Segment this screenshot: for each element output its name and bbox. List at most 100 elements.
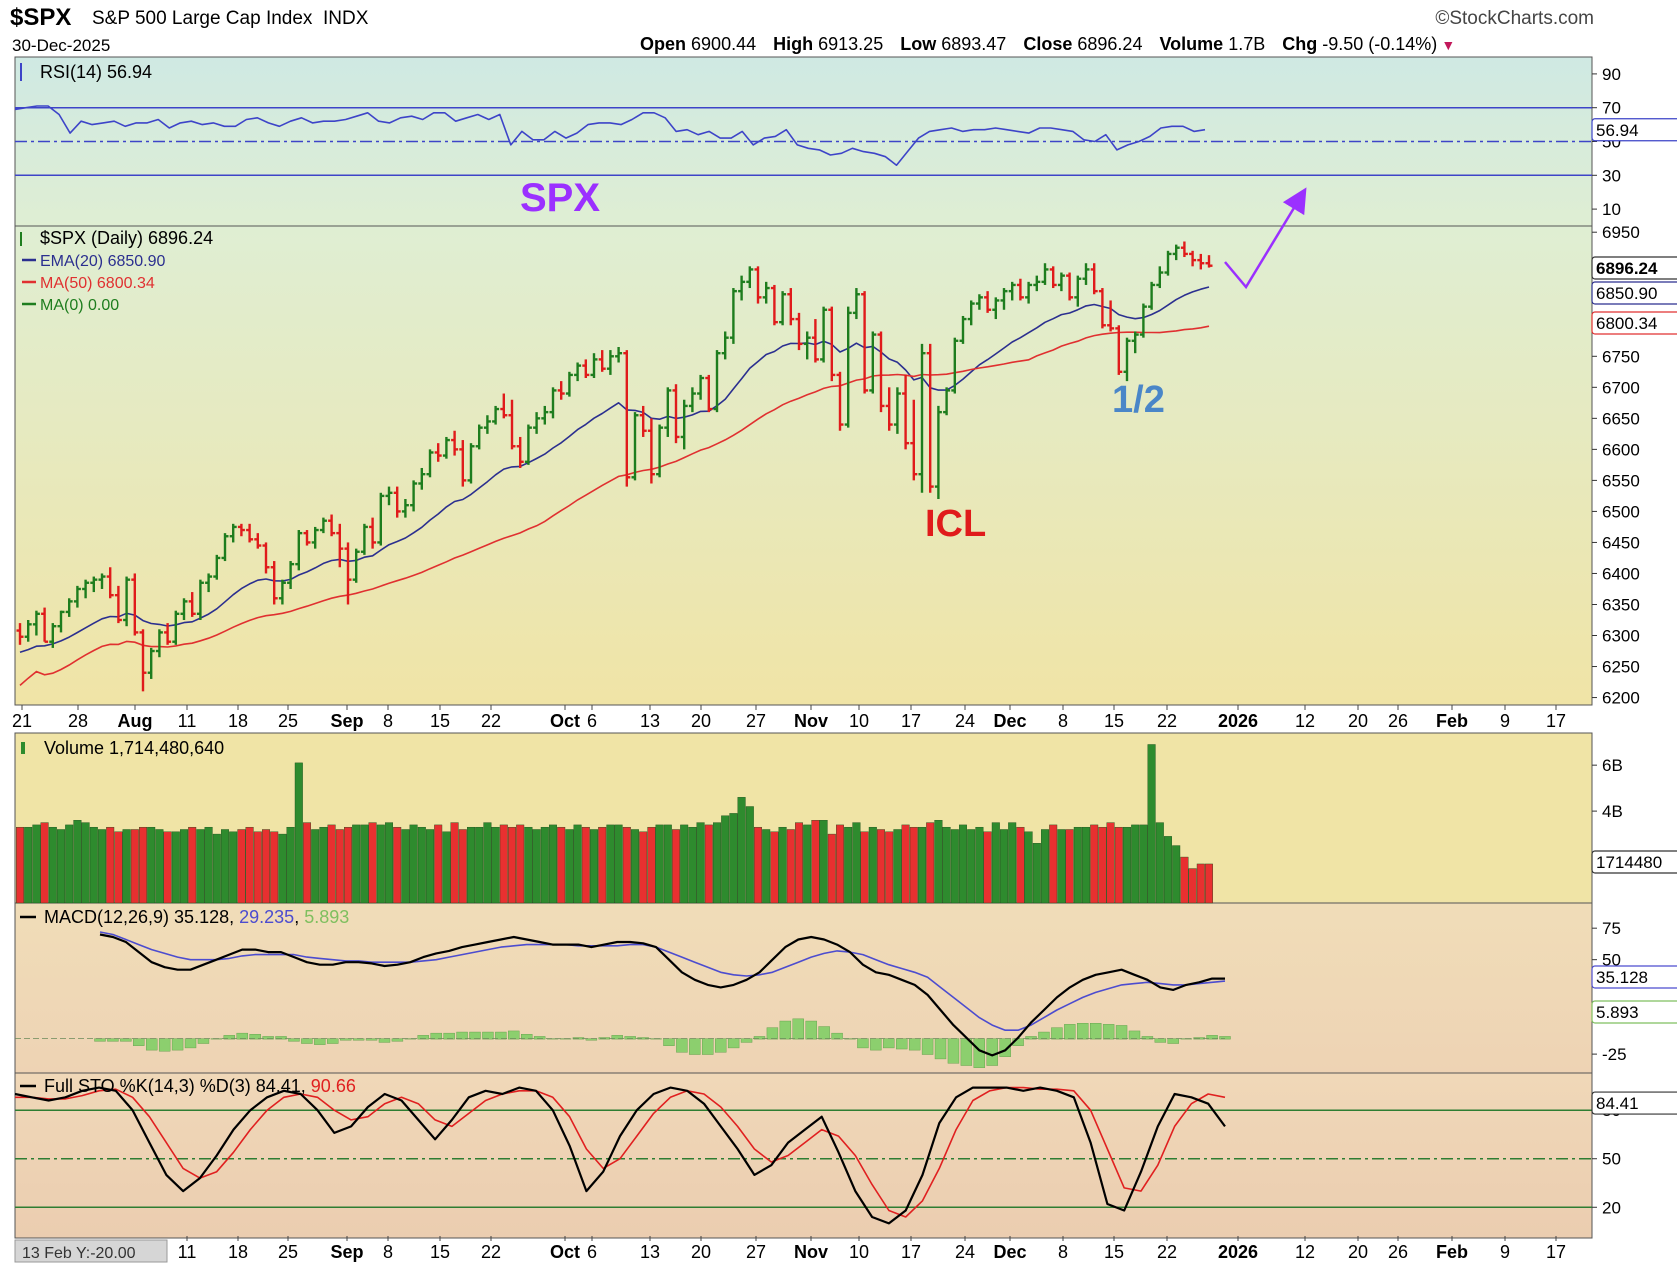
volume-bar bbox=[245, 826, 254, 904]
macd-histogram-bar bbox=[1077, 1023, 1089, 1040]
ohlc-bar bbox=[57, 610, 65, 633]
bottom-xtick-label: 17 bbox=[901, 1242, 921, 1262]
volume-bar bbox=[409, 824, 418, 904]
volume-bar bbox=[1172, 845, 1181, 904]
rsi-ytick-label: 30 bbox=[1602, 166, 1621, 185]
price-xtick-label: 24 bbox=[955, 711, 975, 731]
volume-bar bbox=[893, 829, 902, 904]
macd-histogram-bar bbox=[327, 1038, 339, 1044]
ohlc-bar bbox=[844, 306, 852, 428]
price-xtick-label: 25 bbox=[278, 711, 298, 731]
ma50-line bbox=[19, 325, 1210, 687]
price-xtick-label: 22 bbox=[481, 711, 501, 731]
volume-bar bbox=[688, 826, 697, 904]
ohlc-bar bbox=[533, 412, 541, 434]
volume-bar bbox=[819, 820, 828, 904]
bottom-xtick-label: 9 bbox=[1500, 1242, 1510, 1262]
half-annotation: 1/2 bbox=[1112, 379, 1165, 421]
price-xtick-label: 15 bbox=[430, 711, 450, 731]
macd-histogram-bar bbox=[301, 1038, 313, 1044]
ohlc-bar bbox=[246, 523, 254, 543]
ohlc-bar bbox=[164, 623, 172, 645]
ohlc-bar bbox=[352, 548, 360, 583]
price-ytick-label: 6750 bbox=[1602, 347, 1640, 366]
price-xtick-label: 26 bbox=[1388, 711, 1408, 731]
ohlc-bar bbox=[1189, 250, 1197, 267]
panel-macd-frame bbox=[14, 902, 1593, 1074]
ohlc-bar bbox=[787, 288, 795, 326]
ohlc-bar bbox=[508, 399, 516, 450]
ohlc-bar bbox=[1098, 288, 1106, 329]
volume-bar bbox=[475, 826, 484, 904]
macd-histogram-bar bbox=[663, 1038, 675, 1046]
volume-bar bbox=[860, 831, 869, 904]
ohlc-bar bbox=[1107, 300, 1115, 332]
ohlc-bar bbox=[820, 306, 828, 363]
volume-bar bbox=[368, 822, 377, 904]
ohlc-bar bbox=[65, 598, 73, 617]
bottom-xtick-label: 8 bbox=[383, 1242, 393, 1262]
macd-histogram-bar bbox=[1115, 1025, 1128, 1040]
volume-bar bbox=[1147, 744, 1156, 904]
volume-bar bbox=[426, 829, 435, 904]
volume-bar bbox=[81, 822, 90, 904]
price-legend-entry: EMA(20) 6850.90 bbox=[40, 253, 166, 270]
volume-bar bbox=[97, 829, 106, 904]
volume-bar bbox=[270, 831, 279, 904]
macd-histogram-bar bbox=[339, 1038, 352, 1041]
ohlc-bar bbox=[311, 526, 319, 549]
macd-histogram-bar bbox=[120, 1038, 132, 1042]
macd-histogram-bar bbox=[1154, 1038, 1167, 1043]
ohlc-bar bbox=[254, 533, 262, 549]
ohlc-bar bbox=[270, 561, 278, 605]
volume-bar bbox=[1106, 822, 1115, 904]
volume-bar bbox=[950, 829, 959, 904]
macd-histogram-bar bbox=[779, 1020, 792, 1040]
volume-bar bbox=[1016, 826, 1025, 904]
ohlc-bar bbox=[869, 331, 877, 394]
ohlc-bar bbox=[893, 387, 901, 434]
ohlc-bar bbox=[155, 629, 163, 658]
volume-bar bbox=[163, 831, 172, 904]
ohlc-bar bbox=[139, 629, 147, 692]
ohlc-bar bbox=[1066, 272, 1074, 301]
copyright-label[interactable]: ©StockCharts.com bbox=[1435, 8, 1594, 29]
volume-bar bbox=[918, 826, 927, 904]
bottom-xtick-label: 24 bbox=[955, 1242, 975, 1262]
macd-legend-value: 5.893 bbox=[304, 907, 349, 927]
ohlc-bar bbox=[926, 343, 934, 493]
ohlc-bar bbox=[1180, 241, 1188, 258]
ohlc-bar bbox=[287, 561, 295, 589]
macd-histogram-bar bbox=[1102, 1024, 1115, 1040]
macd-histogram-bar bbox=[469, 1031, 481, 1040]
ohlc-bar bbox=[459, 440, 467, 487]
price-ytick-label: 6950 bbox=[1602, 223, 1640, 242]
ohlc-bar bbox=[369, 517, 377, 549]
volume-bar bbox=[393, 826, 402, 904]
volume-bar bbox=[868, 826, 877, 904]
panel-sto-frame bbox=[14, 1072, 1593, 1239]
ohlc-bar bbox=[1164, 250, 1172, 276]
macd-histogram-bar bbox=[430, 1032, 442, 1040]
ohlc-bar bbox=[1008, 281, 1016, 301]
bottom-xtick-label: 20 bbox=[691, 1242, 711, 1262]
volume-bar bbox=[532, 829, 541, 904]
price-xtick-label: 13 bbox=[640, 711, 660, 731]
volume-bar bbox=[450, 822, 459, 904]
volume-bar bbox=[557, 826, 566, 904]
ohlc-bar bbox=[1197, 253, 1205, 270]
volume-bar bbox=[278, 833, 287, 904]
sto-last-value: 84.41 bbox=[1596, 1094, 1639, 1113]
ohlc-bar bbox=[1000, 288, 1008, 310]
macd-legend-value: 29.235 bbox=[239, 907, 294, 927]
volume-bar bbox=[1188, 868, 1197, 904]
macd-last-value-box bbox=[1591, 965, 1677, 989]
ohlc-bar bbox=[984, 291, 992, 313]
rsi-last-value-box bbox=[1591, 118, 1677, 142]
price-ytick-label: 6550 bbox=[1602, 471, 1640, 490]
ohlc-bar bbox=[828, 306, 836, 382]
ohlc-bar bbox=[1082, 263, 1090, 285]
macd-histogram-bar bbox=[275, 1036, 287, 1040]
volume-bar bbox=[138, 826, 147, 904]
